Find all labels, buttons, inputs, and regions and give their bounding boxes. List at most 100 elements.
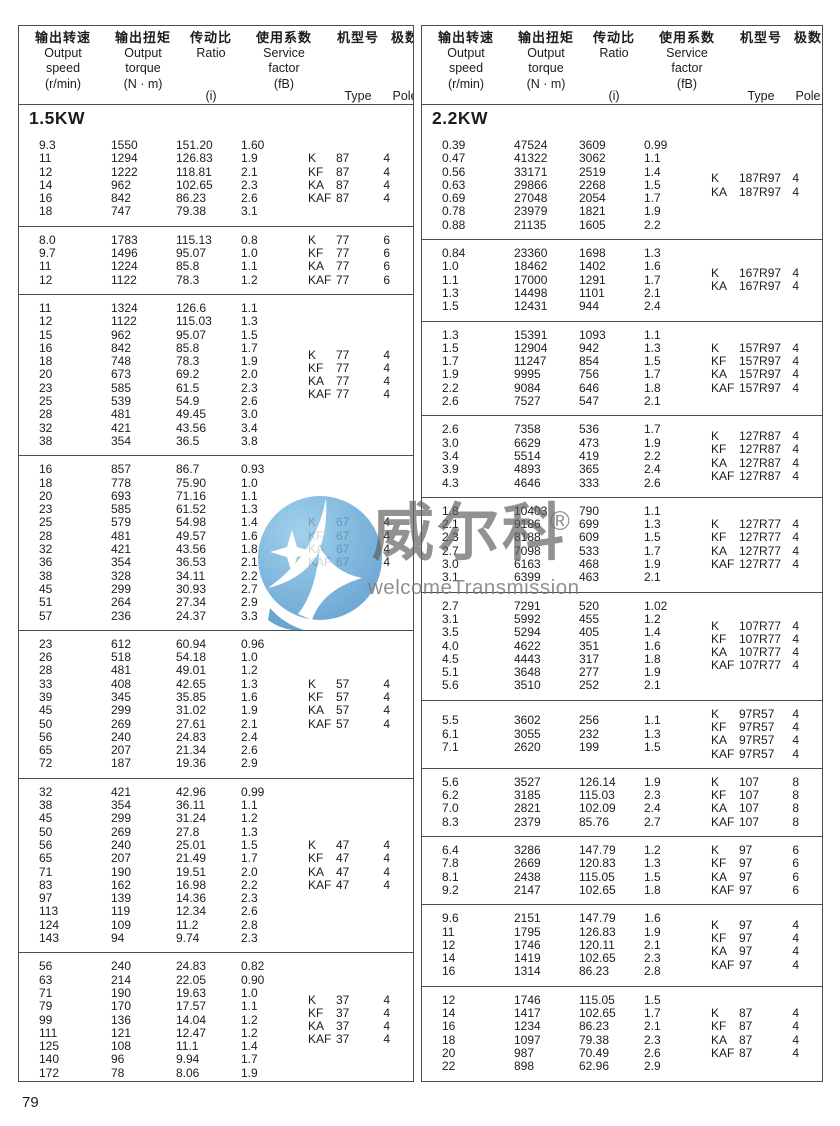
type-prefix: KF bbox=[308, 689, 324, 704]
service-factor-cell: 0.99 bbox=[241, 784, 265, 799]
speed-cell: 9.7 bbox=[39, 246, 56, 261]
torque-cell: 7358 bbox=[514, 422, 541, 437]
service-factor-cell: 2.1 bbox=[644, 937, 661, 952]
ratio-cell: 12.34 bbox=[176, 904, 207, 919]
type-prefix: KA bbox=[711, 733, 728, 748]
service-factor-cell: 2.3 bbox=[644, 788, 661, 803]
table-row: 111 121 12.47 1.2 bbox=[39, 1026, 308, 1040]
table-row: 20 987 70.49 2.6 bbox=[442, 1046, 711, 1060]
type-line: K 97 4 bbox=[711, 918, 822, 932]
table-row: 16 842 86.23 2.6 bbox=[39, 191, 308, 205]
service-factor-cell: 1.1 bbox=[644, 151, 661, 166]
type-prefix: KF bbox=[711, 856, 727, 871]
type-prefix: KF bbox=[711, 442, 727, 457]
torque-cell: 421 bbox=[111, 542, 132, 557]
torque-cell: 6629 bbox=[514, 435, 541, 450]
torque-cell: 27048 bbox=[514, 191, 548, 206]
type-line: KAF 47 4 bbox=[308, 878, 413, 892]
service-factor-cell: 1.9 bbox=[241, 1065, 258, 1080]
data-rows: 1.8 10403 790 1.1 2.1 9186 699 1.3 2.3 8188 609 1.5… bbox=[422, 504, 711, 585]
type-prefix: KF bbox=[711, 354, 727, 369]
ratio-cell: 14.04 bbox=[176, 1012, 207, 1027]
pole-cell: 4 bbox=[792, 658, 799, 673]
spec-block: 11 1324 126.6 1.1 12 1122 115.03 1.3 15 962 95.07 1… bbox=[19, 293, 413, 455]
service-factor-cell: 0.82 bbox=[241, 959, 265, 974]
type-prefix: KF bbox=[711, 719, 727, 734]
table-row: 65 207 21.34 2.6 bbox=[39, 743, 308, 757]
table-row: 20 693 71.16 1.1 bbox=[39, 489, 308, 503]
service-factor-cell: 1.3 bbox=[241, 676, 258, 691]
type-prefix: KF bbox=[711, 530, 727, 545]
service-factor-cell: 2.3 bbox=[241, 177, 258, 192]
type-size: 67 bbox=[336, 515, 350, 530]
table-row: 11 1795 126.83 1.9 bbox=[442, 925, 711, 939]
torque-cell: 190 bbox=[111, 985, 132, 1000]
type-size: 97 bbox=[739, 931, 753, 946]
header-sf-en2: factor bbox=[268, 61, 300, 75]
type-list: K 97 6 KF 97 6 KA 97 6 KAF 97 6 bbox=[711, 843, 822, 897]
speed-cell: 71 bbox=[39, 864, 53, 879]
type-prefix: KAF bbox=[308, 716, 332, 731]
ratio-cell: 351 bbox=[579, 638, 600, 653]
pole-cell: 4 bbox=[792, 706, 799, 721]
header-speed-en1: Output bbox=[44, 45, 82, 60]
type-line: KA 127R87 4 bbox=[711, 456, 822, 470]
speed-cell: 6.1 bbox=[442, 726, 459, 741]
service-factor-cell: 3.4 bbox=[241, 420, 258, 435]
type-size: 97R57 bbox=[739, 733, 775, 748]
torque-cell: 354 bbox=[111, 798, 132, 813]
type-prefix: K bbox=[711, 340, 720, 355]
ratio-cell: 86.23 bbox=[579, 1019, 610, 1034]
ratio-cell: 533 bbox=[579, 543, 600, 558]
ratio-cell: 54.18 bbox=[176, 650, 207, 665]
speed-cell: 2.7 bbox=[442, 543, 459, 558]
ratio-cell: 115.03 bbox=[579, 788, 615, 803]
spec-table-2-2kw: 输出转速 Output speed (r/min) 输出扭矩 Output to… bbox=[421, 25, 823, 1082]
table-row: 18 747 79.38 3.1 bbox=[39, 205, 308, 219]
type-size: 67 bbox=[336, 542, 350, 557]
service-factor-cell: 1.7 bbox=[644, 272, 661, 287]
service-factor-cell: 1.5 bbox=[644, 739, 661, 754]
pole-cell: 4 bbox=[792, 442, 799, 457]
torque-cell: 3510 bbox=[514, 678, 541, 693]
speed-cell: 28 bbox=[39, 407, 53, 422]
service-factor-cell: 1.7 bbox=[644, 1006, 661, 1021]
speed-cell: 22 bbox=[442, 1059, 456, 1074]
type-prefix: KAF bbox=[711, 658, 735, 673]
type-list: K 47 4 KF 47 4 KA 47 4 KAF 47 4 bbox=[308, 838, 413, 892]
service-factor-cell: 2.2 bbox=[644, 448, 661, 463]
speed-cell: 39 bbox=[39, 689, 53, 704]
service-factor-cell: 1.3 bbox=[241, 502, 258, 517]
pole-cell: 6 bbox=[383, 232, 390, 247]
ratio-cell: 405 bbox=[579, 625, 600, 640]
ratio-cell: 49.57 bbox=[176, 528, 207, 543]
ratio-cell: 31.24 bbox=[176, 811, 207, 826]
table-row: 45 299 31.02 1.9 bbox=[39, 703, 308, 717]
torque-cell: 421 bbox=[111, 784, 132, 799]
type-line: K 87 4 bbox=[711, 1006, 822, 1020]
speed-cell: 2.7 bbox=[442, 598, 459, 613]
torque-cell: 1746 bbox=[514, 992, 541, 1007]
table-row: 11 1224 85.8 1.1 bbox=[39, 260, 308, 274]
speed-cell: 7.1 bbox=[442, 739, 459, 754]
pole-cell: 4 bbox=[792, 1032, 799, 1047]
spec-block: 1.3 15391 1093 1.1 1.5 12904 942 1.3 1.7 11247 854… bbox=[422, 320, 822, 416]
ratio-cell: 115.05 bbox=[579, 869, 615, 884]
speed-cell: 8.0 bbox=[39, 232, 56, 247]
ratio-cell: 199 bbox=[579, 739, 600, 754]
section-title-1-5kw: 1.5KW bbox=[29, 108, 85, 128]
header-speed-unit: (r/min) bbox=[44, 76, 82, 91]
column-header-type: 机型号 Type bbox=[325, 30, 391, 104]
pole-cell: 4 bbox=[383, 1019, 390, 1034]
service-factor-cell: 1.9 bbox=[644, 435, 661, 450]
ratio-cell: 2054 bbox=[579, 191, 606, 206]
torque-cell: 3648 bbox=[514, 665, 541, 680]
speed-cell: 57 bbox=[39, 608, 53, 623]
type-line: KA 127R77 4 bbox=[711, 544, 822, 558]
table-row: 1.5 12431 944 2.4 bbox=[442, 299, 711, 313]
table-row: 57 236 24.37 3.3 bbox=[39, 608, 308, 623]
service-factor-cell: 2.2 bbox=[644, 217, 661, 232]
torque-cell: 23360 bbox=[514, 246, 548, 261]
service-factor-cell: 1.3 bbox=[241, 824, 258, 839]
header-ratio-unit: (i) bbox=[205, 88, 217, 103]
